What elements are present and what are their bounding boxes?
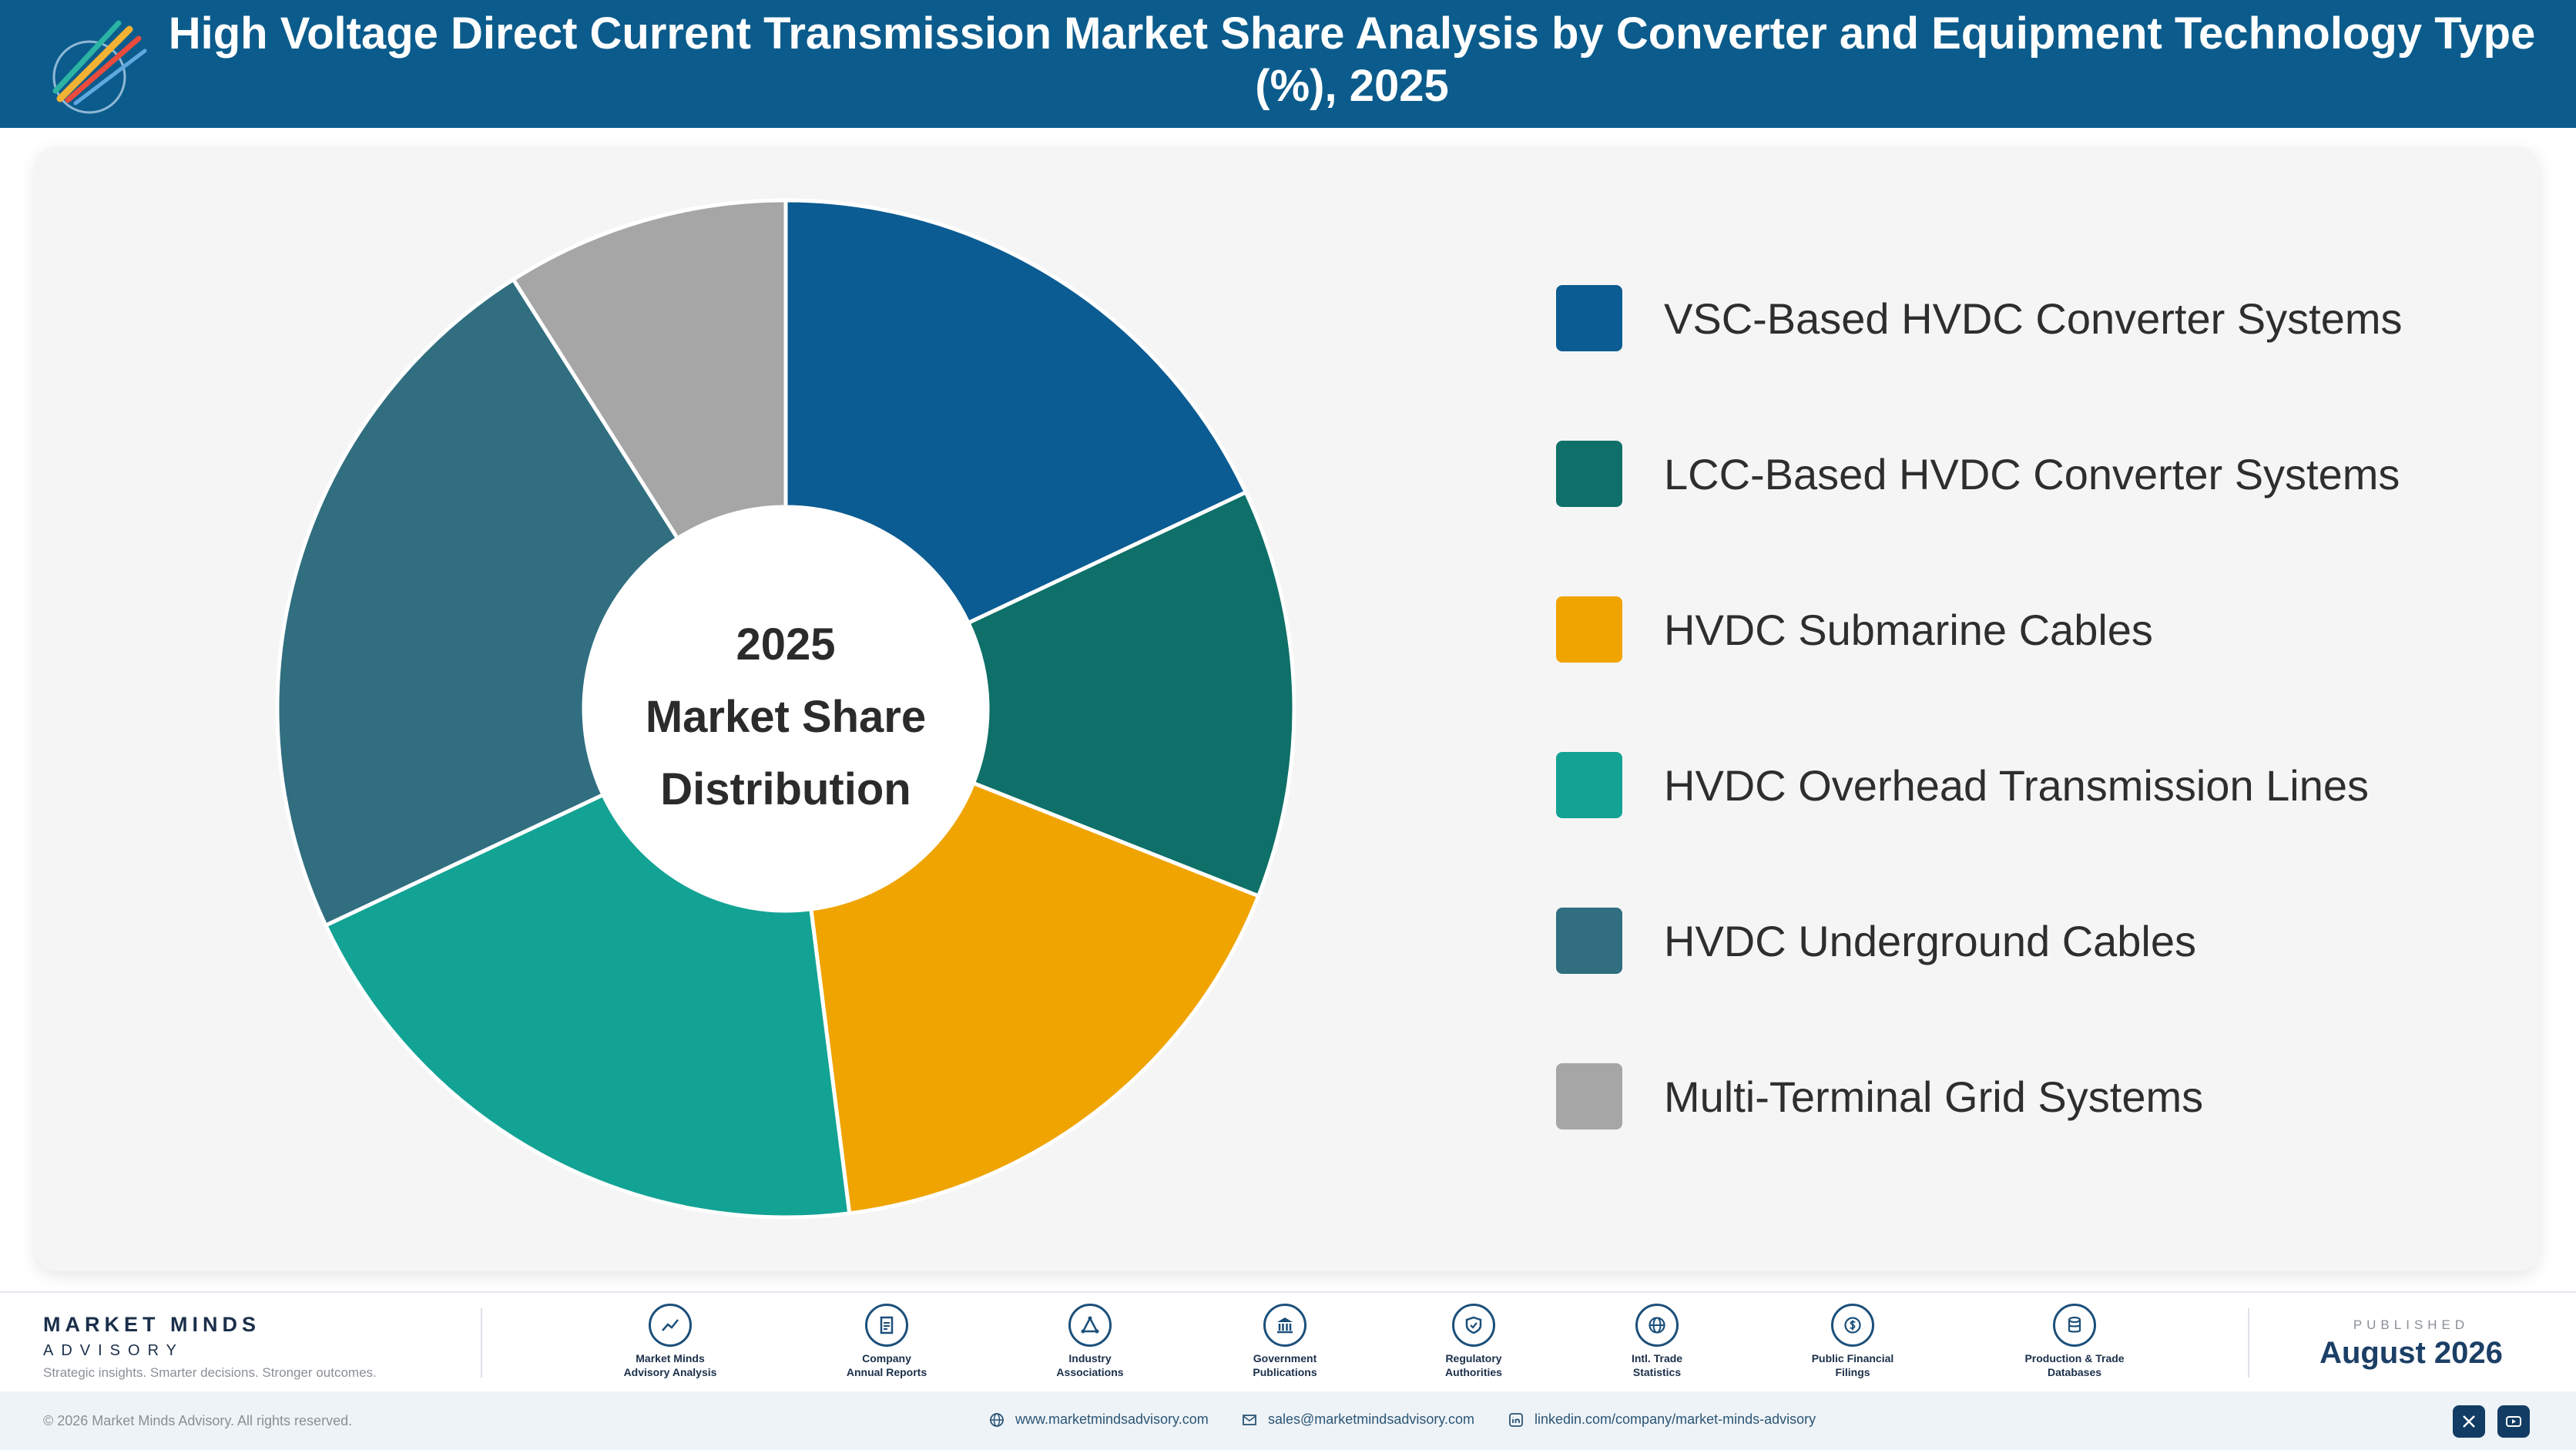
source-label: Company Annual Reports — [846, 1352, 927, 1378]
legend-item-underground: HVDC Underground Cables — [1556, 908, 2511, 975]
source-label: Industry Associations — [1056, 1352, 1124, 1378]
brand-tagline: Strategic insights. Smarter decisions. S… — [43, 1365, 377, 1380]
linkedin-icon — [1509, 1413, 1523, 1428]
center-label-year: 2025 — [736, 619, 836, 670]
bottom-bar: © 2026 Market Minds Advisory. All rights… — [0, 1391, 2576, 1450]
legend-swatch — [1556, 752, 1622, 818]
linkedin-text: linkedin.com/company/market-minds-adviso… — [1535, 1411, 1816, 1427]
legend-item-vsc: VSC-Based HVDC Converter Systems — [1556, 285, 2511, 353]
source-label: Production & Trade Databases — [2024, 1352, 2125, 1378]
source-label: Regulatory Authorities — [1445, 1352, 1502, 1378]
legend-label: VSC-Based HVDC Converter Systems — [1664, 294, 2403, 343]
legend-label: HVDC Submarine Cables — [1664, 606, 2153, 654]
company-logo — [52, 20, 147, 114]
legend-label: HVDC Underground Cables — [1664, 917, 2197, 965]
page-title: High Voltage Direct Current Transmission… — [168, 8, 2536, 111]
center-label-line3: Distribution — [660, 764, 911, 814]
donut-center-label: 2025 Market Share Distribution — [585, 609, 986, 826]
shield-check-icon — [1452, 1304, 1495, 1347]
legend-swatch — [1556, 285, 1622, 351]
center-label-line2: Market Share — [645, 692, 927, 742]
legend-item-lcc: LCC-Based HVDC Converter Systems — [1556, 441, 2511, 509]
document-icon — [865, 1304, 908, 1347]
website-text: www.marketmindsadvisory.com — [1015, 1411, 1209, 1427]
brand-name: MARKET MINDS — [43, 1313, 260, 1336]
header-bar: High Voltage Direct Current Transmission… — [0, 0, 2576, 128]
youtube-icon — [2506, 1416, 2521, 1427]
mail-icon — [1243, 1415, 1256, 1426]
globe-icon — [1635, 1304, 1679, 1347]
source-industry-associations[interactable]: Industry Associations — [1001, 1304, 1179, 1379]
youtube-social-button[interactable] — [2497, 1405, 2530, 1438]
globe-icon — [990, 1413, 1004, 1428]
email-text: sales@marketmindsadvisory.com — [1268, 1411, 1475, 1427]
source-intl-trade-statistics[interactable]: Intl. Trade Statistics — [1568, 1304, 1746, 1379]
pie-slice-2 — [965, 489, 1296, 899]
legend-label: LCC-Based HVDC Converter Systems — [1664, 450, 2400, 498]
donut-hole — [584, 507, 988, 911]
source-government-publications[interactable]: Government Publications — [1196, 1304, 1374, 1379]
chart-line-icon — [649, 1304, 692, 1347]
source-label: Intl. Trade Statistics — [1631, 1352, 1683, 1378]
brand-subtitle: ADVISORY — [43, 1342, 184, 1359]
footer-divider — [2248, 1308, 2249, 1378]
legend-item-multiterminal: Multi-Terminal Grid Systems — [1556, 1063, 2511, 1131]
legend-swatch — [1556, 596, 1622, 663]
legend-label: HVDC Overhead Transmission Lines — [1664, 761, 2370, 810]
copyright-text: © 2026 Market Minds Advisory. All rights… — [43, 1413, 353, 1428]
published-date: August 2026 — [2319, 1336, 2503, 1370]
legend-item-overhead: HVDC Overhead Transmission Lines — [1556, 752, 2511, 820]
government-building-icon — [1263, 1304, 1306, 1347]
network-icon — [1068, 1304, 1112, 1347]
x-logo-icon — [2463, 1415, 2475, 1428]
source-market-minds-analysis[interactable]: Market Minds Advisory Analysis — [582, 1304, 759, 1379]
website-link[interactable]: www.marketmindsadvisory.com — [989, 1411, 1209, 1428]
source-production-trade-databases[interactable]: Production & Trade Databases — [1986, 1304, 2163, 1379]
footer-divider — [481, 1308, 482, 1378]
pie-chart — [275, 198, 1296, 1220]
source-company-annual-reports[interactable]: Company Annual Reports — [798, 1304, 975, 1379]
legend-label: Multi-Terminal Grid Systems — [1664, 1072, 2204, 1121]
database-icon — [2053, 1304, 2096, 1347]
dollar-coin-icon — [1831, 1304, 1874, 1347]
x-social-button[interactable] — [2453, 1405, 2485, 1438]
legend-swatch — [1556, 441, 1622, 507]
legend-swatch — [1556, 1063, 1622, 1129]
source-label: Market Minds Advisory Analysis — [623, 1352, 717, 1378]
legend-item-submarine: HVDC Submarine Cables — [1556, 596, 2511, 664]
source-label: Public Financial Filings — [1811, 1352, 1894, 1378]
source-label: Government Publications — [1253, 1352, 1317, 1378]
source-regulatory-authorities[interactable]: Regulatory Authorities — [1385, 1304, 1562, 1379]
footer: MARKET MINDS ADVISORY Strategic insights… — [0, 1291, 2576, 1391]
source-public-financial-filings[interactable]: Public Financial Filings — [1764, 1304, 1941, 1379]
legend-swatch — [1556, 908, 1622, 974]
email-link[interactable]: sales@marketmindsadvisory.com — [1242, 1411, 1474, 1428]
linkedin-link[interactable]: linkedin.com/company/market-minds-adviso… — [1508, 1411, 1816, 1428]
published-label: PUBLISHED — [2353, 1317, 2470, 1332]
